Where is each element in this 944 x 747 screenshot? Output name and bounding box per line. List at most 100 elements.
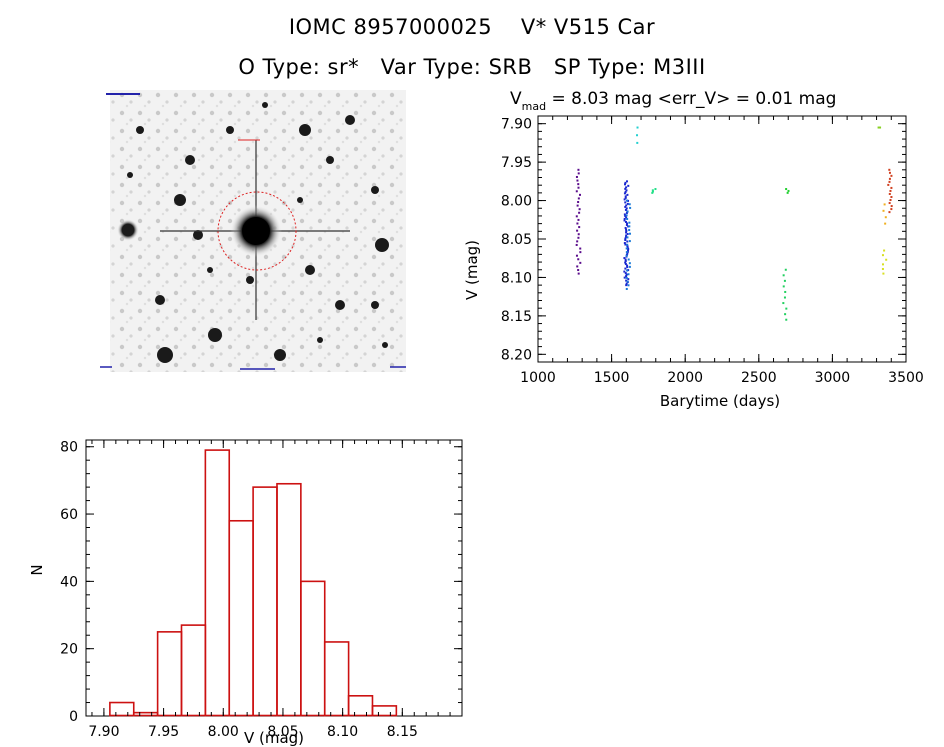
lc-data-point bbox=[625, 287, 628, 290]
lc-data-point bbox=[627, 249, 630, 252]
lc-data-point bbox=[651, 191, 654, 194]
lc-data-point bbox=[787, 189, 790, 192]
lc-data-point bbox=[626, 210, 629, 213]
lc-data-point bbox=[626, 264, 629, 267]
lc-data-point bbox=[783, 296, 786, 299]
lc-data-point bbox=[627, 184, 630, 187]
lc-data-point bbox=[625, 284, 628, 287]
light-curve-x-label: Barytime (days) bbox=[660, 392, 780, 410]
lc-data-point bbox=[624, 205, 627, 208]
lc-data-point bbox=[577, 236, 580, 239]
lc-data-point bbox=[624, 260, 627, 263]
light-curve-title: Vmad = 8.03 mag <err_V> = 0.01 mag bbox=[510, 89, 836, 113]
lc-data-point bbox=[624, 214, 627, 217]
lc-data-point bbox=[577, 183, 580, 186]
lc-data-point bbox=[624, 181, 627, 184]
lc-data-point bbox=[624, 237, 627, 240]
lc-data-point bbox=[624, 183, 627, 186]
star-name: V* V515 Car bbox=[520, 15, 656, 39]
histogram-bars bbox=[109, 449, 398, 717]
lc-data-point bbox=[782, 302, 785, 305]
lc-data-point bbox=[890, 205, 893, 208]
histogram-plot-area bbox=[85, 439, 463, 717]
lc-data-point bbox=[890, 186, 893, 189]
lc-data-point bbox=[624, 263, 627, 266]
lc-data-point bbox=[623, 219, 626, 222]
lc-data-point bbox=[884, 216, 887, 219]
lc-data-point bbox=[890, 174, 893, 177]
lc-x-tick-label: 3500 bbox=[888, 370, 924, 386]
lc-data-point bbox=[888, 192, 891, 195]
sptype-value: M3III bbox=[653, 55, 706, 79]
lc-y-tick-label: 8.05 bbox=[501, 232, 532, 248]
lc-data-point bbox=[624, 261, 627, 264]
hist-x-tick-label: 7.95 bbox=[148, 724, 179, 740]
lc-data-point bbox=[577, 233, 580, 236]
lc-data-point bbox=[881, 263, 884, 266]
lc-data-point bbox=[624, 258, 627, 261]
lc-data-point bbox=[623, 270, 626, 273]
lc-data-point bbox=[624, 196, 627, 199]
lc-data-point bbox=[578, 193, 581, 196]
lc-data-point bbox=[782, 285, 785, 288]
lc-data-point bbox=[890, 195, 893, 198]
histogram-y-ticks: 0 20 40 60 80 bbox=[60, 440, 462, 725]
light-curve-chart: Vmad = 8.03 mag <err_V> = 0.01 mag 1000 1… bbox=[463, 89, 924, 410]
histogram-bar bbox=[204, 449, 231, 717]
lc-data-point bbox=[625, 282, 628, 285]
lc-data-point bbox=[651, 190, 654, 193]
lc-data-point bbox=[627, 273, 630, 276]
lc-data-point bbox=[784, 268, 787, 271]
histogram-bar bbox=[300, 580, 326, 717]
lc-data-point bbox=[625, 273, 628, 276]
histogram-bar bbox=[156, 631, 183, 717]
lc-data-point bbox=[624, 208, 627, 211]
lc-data-point bbox=[626, 240, 629, 243]
lc-data-point bbox=[577, 218, 580, 221]
lc-data-point bbox=[578, 208, 581, 211]
lc-data-point bbox=[889, 199, 892, 202]
lc-data-point bbox=[579, 261, 582, 264]
lc-data-point bbox=[577, 197, 580, 200]
light-curve-plot-area bbox=[537, 115, 907, 363]
lc-data-point bbox=[782, 274, 785, 277]
histogram-bar bbox=[276, 482, 302, 717]
lc-data-point bbox=[879, 126, 882, 129]
lc-data-point bbox=[624, 226, 627, 229]
lc-data-point bbox=[626, 193, 629, 196]
lc-data-point bbox=[575, 215, 578, 218]
hist-y-tick-label: 20 bbox=[60, 642, 78, 658]
lc-data-point bbox=[624, 201, 627, 204]
lc-data-point bbox=[885, 258, 888, 261]
lc-data-point bbox=[883, 203, 886, 206]
histogram-bar bbox=[371, 705, 398, 717]
lc-data-point bbox=[624, 195, 627, 198]
lc-data-point bbox=[881, 254, 884, 257]
lc-y-tick-label: 7.90 bbox=[501, 117, 532, 133]
lc-data-point bbox=[628, 203, 631, 206]
lc-data-point bbox=[625, 229, 628, 232]
lc-data-point bbox=[576, 222, 579, 225]
lc-data-point bbox=[625, 254, 628, 257]
lc-data-point bbox=[626, 243, 629, 246]
lc-data-point bbox=[624, 272, 627, 275]
lc-data-point bbox=[625, 231, 628, 234]
finder-chart-image bbox=[100, 90, 406, 372]
lc-data-point bbox=[888, 177, 891, 180]
lc-data-point bbox=[577, 201, 580, 204]
lc-data-point bbox=[784, 313, 787, 316]
lc-data-point bbox=[628, 265, 631, 268]
lc-data-point bbox=[625, 234, 628, 237]
aperture-circle bbox=[217, 191, 297, 271]
chart-title-line-2: O Type: sr* Var Type: SRB SP Type: M3III bbox=[0, 55, 944, 79]
hist-y-tick-label: 80 bbox=[60, 440, 78, 456]
lc-data-point bbox=[626, 236, 629, 239]
lc-data-point bbox=[575, 243, 578, 246]
histogram-y-label: N bbox=[28, 564, 46, 575]
histogram-bar bbox=[132, 711, 159, 717]
lc-data-point bbox=[890, 208, 893, 211]
lc-y-tick-label: 8.10 bbox=[501, 270, 532, 286]
field-stars bbox=[117, 102, 389, 363]
lc-data-point bbox=[577, 172, 580, 175]
hist-x-tick-label: 8.15 bbox=[387, 724, 418, 740]
